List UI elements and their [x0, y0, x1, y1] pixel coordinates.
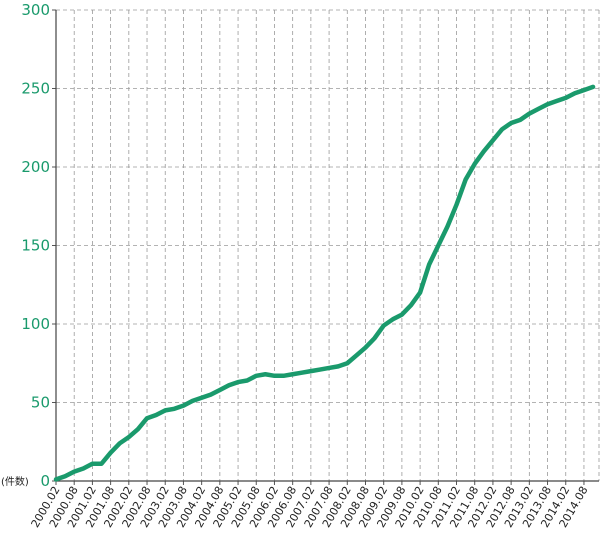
series-line — [53, 84, 596, 482]
y-tick-labels: 0 50 100 150 200 250 300 — [21, 1, 50, 490]
gridlines — [55, 9, 600, 481]
y-tick-label: 200 — [21, 158, 50, 176]
y-tick-label: 250 — [21, 80, 50, 98]
y-tick-label: 0 — [40, 472, 50, 490]
y-tick-label: 100 — [21, 315, 50, 333]
plot-area — [56, 10, 599, 481]
y-axis-unit-label: (件数) — [1, 475, 29, 488]
y-tick-label: 50 — [31, 394, 50, 412]
axes — [52, 9, 599, 485]
series-group — [53, 84, 596, 482]
y-tick-label: 150 — [21, 237, 50, 255]
x-tick-labels: 2000.022000.082001.022001.082002.022002.… — [29, 484, 591, 530]
y-tick-label: 300 — [21, 1, 50, 19]
